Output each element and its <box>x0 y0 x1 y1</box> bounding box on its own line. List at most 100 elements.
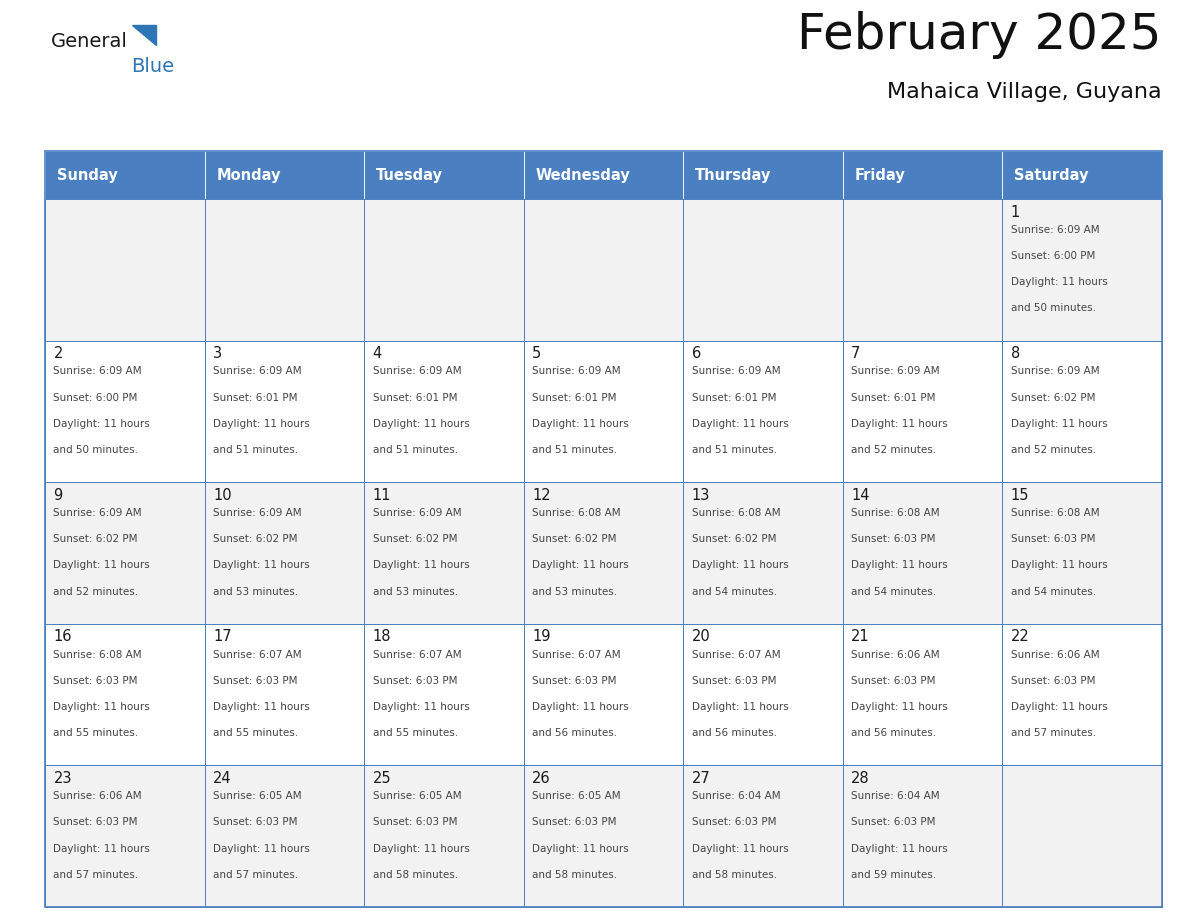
Text: Daylight: 11 hours: Daylight: 11 hours <box>532 419 628 429</box>
Text: Daylight: 11 hours: Daylight: 11 hours <box>213 844 310 854</box>
Text: Thursday: Thursday <box>695 168 771 183</box>
Text: and 56 minutes.: and 56 minutes. <box>851 728 936 738</box>
Bar <box>683 151 842 199</box>
Text: Sunrise: 6:09 AM: Sunrise: 6:09 AM <box>691 366 781 376</box>
Bar <box>45 766 204 907</box>
Text: Sunrise: 6:09 AM: Sunrise: 6:09 AM <box>53 366 143 376</box>
Text: Sunrise: 6:09 AM: Sunrise: 6:09 AM <box>213 366 302 376</box>
Text: Daylight: 11 hours: Daylight: 11 hours <box>373 844 469 854</box>
Text: Daylight: 11 hours: Daylight: 11 hours <box>691 702 789 712</box>
Text: and 51 minutes.: and 51 minutes. <box>691 445 777 455</box>
Text: Sunrise: 6:09 AM: Sunrise: 6:09 AM <box>1011 225 1099 235</box>
Text: Daylight: 11 hours: Daylight: 11 hours <box>691 560 789 570</box>
Text: and 58 minutes.: and 58 minutes. <box>373 869 457 879</box>
Text: 13: 13 <box>691 487 710 503</box>
Text: 1: 1 <box>1011 205 1020 219</box>
Text: Sunrise: 6:08 AM: Sunrise: 6:08 AM <box>1011 508 1099 518</box>
Text: Mahaica Village, Guyana: Mahaica Village, Guyana <box>887 82 1162 102</box>
Text: Daylight: 11 hours: Daylight: 11 hours <box>1011 419 1107 429</box>
Text: and 51 minutes.: and 51 minutes. <box>213 445 298 455</box>
Text: Sunset: 6:03 PM: Sunset: 6:03 PM <box>851 817 936 827</box>
Text: 5: 5 <box>532 346 542 362</box>
Bar <box>365 341 524 482</box>
Text: Monday: Monday <box>216 168 282 183</box>
Text: Friday: Friday <box>854 168 905 183</box>
Text: Sunrise: 6:05 AM: Sunrise: 6:05 AM <box>532 791 620 801</box>
Text: 11: 11 <box>373 487 391 503</box>
Text: Sunset: 6:03 PM: Sunset: 6:03 PM <box>53 676 138 686</box>
Text: Sunrise: 6:09 AM: Sunrise: 6:09 AM <box>851 366 940 376</box>
Bar <box>683 624 842 766</box>
Text: and 55 minutes.: and 55 minutes. <box>373 728 457 738</box>
Text: 7: 7 <box>851 346 860 362</box>
Text: 20: 20 <box>691 630 710 644</box>
Bar <box>365 482 524 624</box>
Bar <box>45 482 204 624</box>
Text: 2: 2 <box>53 346 63 362</box>
Text: Sunrise: 6:04 AM: Sunrise: 6:04 AM <box>851 791 940 801</box>
Text: and 54 minutes.: and 54 minutes. <box>1011 587 1095 597</box>
Text: Sunrise: 6:06 AM: Sunrise: 6:06 AM <box>1011 650 1099 659</box>
Bar <box>365 624 524 766</box>
Bar <box>683 341 842 482</box>
Text: and 50 minutes.: and 50 minutes. <box>1011 304 1095 313</box>
Text: Sunset: 6:03 PM: Sunset: 6:03 PM <box>53 817 138 827</box>
Text: 16: 16 <box>53 630 72 644</box>
Text: 25: 25 <box>373 771 391 786</box>
Text: Daylight: 11 hours: Daylight: 11 hours <box>1011 560 1107 570</box>
Bar <box>204 766 365 907</box>
Text: and 51 minutes.: and 51 minutes. <box>532 445 618 455</box>
Bar <box>365 766 524 907</box>
Text: General: General <box>51 32 128 50</box>
Text: Sunset: 6:01 PM: Sunset: 6:01 PM <box>851 393 936 403</box>
Text: Sunset: 6:02 PM: Sunset: 6:02 PM <box>213 534 297 544</box>
Text: Sunset: 6:01 PM: Sunset: 6:01 PM <box>532 393 617 403</box>
Text: and 55 minutes.: and 55 minutes. <box>213 728 298 738</box>
Text: 12: 12 <box>532 487 551 503</box>
Bar <box>524 341 683 482</box>
Text: Sunrise: 6:09 AM: Sunrise: 6:09 AM <box>373 366 461 376</box>
Text: and 52 minutes.: and 52 minutes. <box>851 445 936 455</box>
Text: Daylight: 11 hours: Daylight: 11 hours <box>851 844 948 854</box>
Bar <box>1003 341 1162 482</box>
Bar <box>842 766 1003 907</box>
Text: Sunset: 6:03 PM: Sunset: 6:03 PM <box>213 676 297 686</box>
Text: Sunrise: 6:07 AM: Sunrise: 6:07 AM <box>373 650 461 659</box>
Text: Sunrise: 6:08 AM: Sunrise: 6:08 AM <box>532 508 620 518</box>
Text: 23: 23 <box>53 771 72 786</box>
Text: Daylight: 11 hours: Daylight: 11 hours <box>53 844 150 854</box>
Text: Daylight: 11 hours: Daylight: 11 hours <box>373 419 469 429</box>
Text: Sunset: 6:03 PM: Sunset: 6:03 PM <box>213 817 297 827</box>
Text: Daylight: 11 hours: Daylight: 11 hours <box>851 702 948 712</box>
Text: Tuesday: Tuesday <box>377 168 443 183</box>
Text: and 53 minutes.: and 53 minutes. <box>213 587 298 597</box>
Text: and 54 minutes.: and 54 minutes. <box>691 587 777 597</box>
Text: Sunrise: 6:07 AM: Sunrise: 6:07 AM <box>691 650 781 659</box>
Text: 22: 22 <box>1011 630 1029 644</box>
Bar <box>524 199 683 341</box>
Bar <box>45 199 204 341</box>
Text: Sunset: 6:03 PM: Sunset: 6:03 PM <box>691 817 776 827</box>
Text: Sunrise: 6:09 AM: Sunrise: 6:09 AM <box>532 366 620 376</box>
Text: and 51 minutes.: and 51 minutes. <box>373 445 457 455</box>
Text: 26: 26 <box>532 771 551 786</box>
Text: Daylight: 11 hours: Daylight: 11 hours <box>213 419 310 429</box>
Text: and 53 minutes.: and 53 minutes. <box>532 587 618 597</box>
Bar <box>204 199 365 341</box>
Bar <box>204 341 365 482</box>
Text: Daylight: 11 hours: Daylight: 11 hours <box>53 560 150 570</box>
Text: Sunset: 6:03 PM: Sunset: 6:03 PM <box>1011 676 1095 686</box>
Bar <box>204 151 365 199</box>
Text: Sunrise: 6:09 AM: Sunrise: 6:09 AM <box>213 508 302 518</box>
Bar <box>1003 766 1162 907</box>
Text: Sunrise: 6:06 AM: Sunrise: 6:06 AM <box>53 791 143 801</box>
Bar <box>1003 482 1162 624</box>
Text: Sunset: 6:02 PM: Sunset: 6:02 PM <box>691 534 776 544</box>
Text: Sunrise: 6:08 AM: Sunrise: 6:08 AM <box>53 650 143 659</box>
Text: 18: 18 <box>373 630 391 644</box>
Text: 28: 28 <box>851 771 870 786</box>
Text: and 56 minutes.: and 56 minutes. <box>532 728 618 738</box>
Text: and 57 minutes.: and 57 minutes. <box>1011 728 1095 738</box>
Text: Daylight: 11 hours: Daylight: 11 hours <box>213 702 310 712</box>
Text: Sunrise: 6:06 AM: Sunrise: 6:06 AM <box>851 650 940 659</box>
